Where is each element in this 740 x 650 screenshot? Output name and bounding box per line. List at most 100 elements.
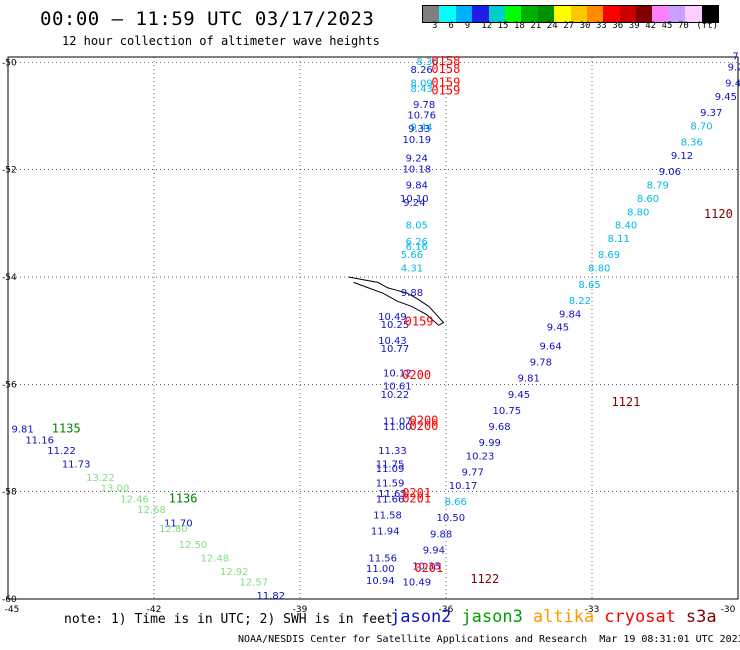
wave-height-value: 9.37 (700, 108, 722, 119)
wave-height-value: 8.66 (445, 497, 467, 508)
wave-height-values: 8.368.268.098.439.7810.769.449.3310.199.… (11, 52, 740, 602)
wave-height-value: 11.66 (376, 494, 405, 505)
wave-height-value: 11.00 (366, 564, 395, 575)
wave-height-value: 9.88 (401, 288, 423, 299)
footer-credit: NOAA/NESDIS Center for Satellite Applica… (238, 634, 740, 645)
pass-time-label: 0159 (405, 314, 434, 328)
lon-tick-label: -33 (585, 605, 600, 615)
wave-height-value: 11.73 (62, 460, 91, 471)
pass-time-label: 1135 (52, 422, 81, 436)
wave-height-value: 12.48 (201, 553, 230, 564)
wave-height-value: 10.50 (437, 513, 466, 524)
wave-height-value: 9.99 (479, 438, 501, 449)
wave-height-value: 11.94 (371, 527, 400, 538)
wave-height-value: 10.43 (378, 336, 407, 347)
scale-label: 36 (612, 21, 624, 31)
pass-time-label: 0201 (402, 486, 431, 500)
wave-height-value: 9.4 (725, 79, 740, 90)
wave-height-value: 8.40 (615, 221, 637, 232)
scale-swatch (619, 6, 637, 22)
wave-height-value: 12.68 (137, 505, 166, 516)
wave-height-value: 9.78 (530, 358, 552, 369)
wave-height-value: 8.36 (681, 138, 703, 149)
wave-height-value: 9.24 (403, 198, 425, 209)
wave-height-value: 10.25 (381, 320, 410, 331)
scale-label: 33 (596, 21, 607, 31)
wave-height-value: 10.18 (402, 164, 431, 175)
pass-time-label: 0201 (402, 491, 431, 505)
pass-time-label: 1121 (611, 395, 640, 409)
pass-time-label: 0159 (431, 84, 460, 98)
satellite-legend-jason2: jason2 (390, 607, 452, 627)
satellite-legend-cryosat: cryosat (604, 607, 676, 627)
lat-tick-label: -54 (2, 273, 17, 283)
wave-height-value: 11.70 (164, 519, 193, 530)
map-grid (7, 56, 739, 600)
satellite-legend-s3a: s3a (685, 607, 717, 627)
wave-height-value: 7 (732, 52, 738, 63)
wave-height-value: 8.26 (411, 65, 433, 76)
wave-height-value: 11.09 (376, 464, 405, 475)
wave-height-value: 12.46 (120, 494, 149, 505)
pass-time-label: 0200 (410, 419, 439, 433)
wave-height-value: 8.05 (406, 221, 428, 232)
wave-height-value: 9.45 (508, 390, 530, 401)
lat-tick-label: -56 (2, 380, 17, 390)
scale-label: 24 (546, 21, 558, 31)
wave-height-value: 11.56 (368, 553, 397, 564)
page-title: 00:00 – 11:59 UTC 03/17/2023 (40, 8, 375, 30)
wave-height-value: 9.94 (423, 545, 445, 556)
scale-swatch (472, 6, 489, 22)
wave-height-value: 6.26 (406, 237, 428, 248)
pass-time-label: 1136 (169, 491, 198, 505)
scale-label: 30 (579, 21, 591, 31)
wave-height-value: 10.94 (366, 576, 395, 587)
lon-tick-label: -39 (293, 605, 308, 615)
wave-height-value: 9.88 (430, 529, 452, 540)
scale-label: 42 (645, 21, 657, 31)
wave-height-value: 9.06 (659, 167, 681, 178)
wave-height-value: 9.84 (559, 309, 581, 320)
scale-label: 15 (497, 21, 509, 31)
pass-time-label: 0200 (402, 368, 431, 382)
pass-time-label: 1122 (470, 572, 499, 586)
satellite-legend-altika: altika (532, 607, 595, 627)
wave-height-value: 11.33 (378, 446, 407, 457)
wave-height-value: 11.16 (25, 435, 54, 446)
scale-swatch (423, 6, 440, 22)
wave-height-value: 9.33 (408, 124, 430, 135)
scale-swatch (636, 6, 653, 22)
satellite-legend: jason2 jason3 altika cryosat s3a (390, 607, 727, 627)
scale-swatch (570, 6, 587, 22)
wave-height-value: 10.22 (381, 390, 410, 401)
lon-tick-label: -42 (147, 605, 162, 615)
wave-height-value: 10.76 (407, 111, 436, 122)
scale-label: 9 (464, 21, 471, 31)
wave-height-value: 8.80 (588, 264, 610, 275)
scale-swatch (488, 6, 505, 22)
wave-height-value: 11.22 (47, 446, 76, 457)
scale-label: 12 (481, 21, 493, 31)
wave-height-value: 9.45 (547, 323, 569, 334)
wave-height-value: 13.00 (101, 484, 130, 495)
scale-swatch (701, 6, 719, 22)
wave-height-value: 8.70 (690, 121, 712, 132)
wave-height-value: 11.82 (256, 591, 285, 602)
wave-height-value: 8.43 (411, 84, 433, 95)
lon-tick-label: -30 (721, 605, 736, 615)
wave-height-value: 5.66 (401, 250, 423, 261)
pass-time-labels: 0158015801590159015902000200020002010201… (52, 54, 733, 586)
wave-height-value: 10.17 (449, 481, 478, 492)
south-georgia-coastline (348, 276, 445, 326)
scale-label: 45 (661, 21, 673, 31)
wave-height-value: 9.81 (518, 374, 540, 385)
wave-height-value: 9.78 (413, 100, 435, 111)
lon-tick-label: -45 (5, 605, 20, 615)
wave-height-value: 9.81 (11, 425, 33, 436)
scale-label: 21 (530, 21, 542, 31)
lon-tick-label: -36 (439, 605, 454, 615)
wave-height-value: 9.45 (715, 92, 737, 103)
scale-swatch (455, 6, 473, 22)
wave-height-value: 11.59 (376, 478, 405, 489)
